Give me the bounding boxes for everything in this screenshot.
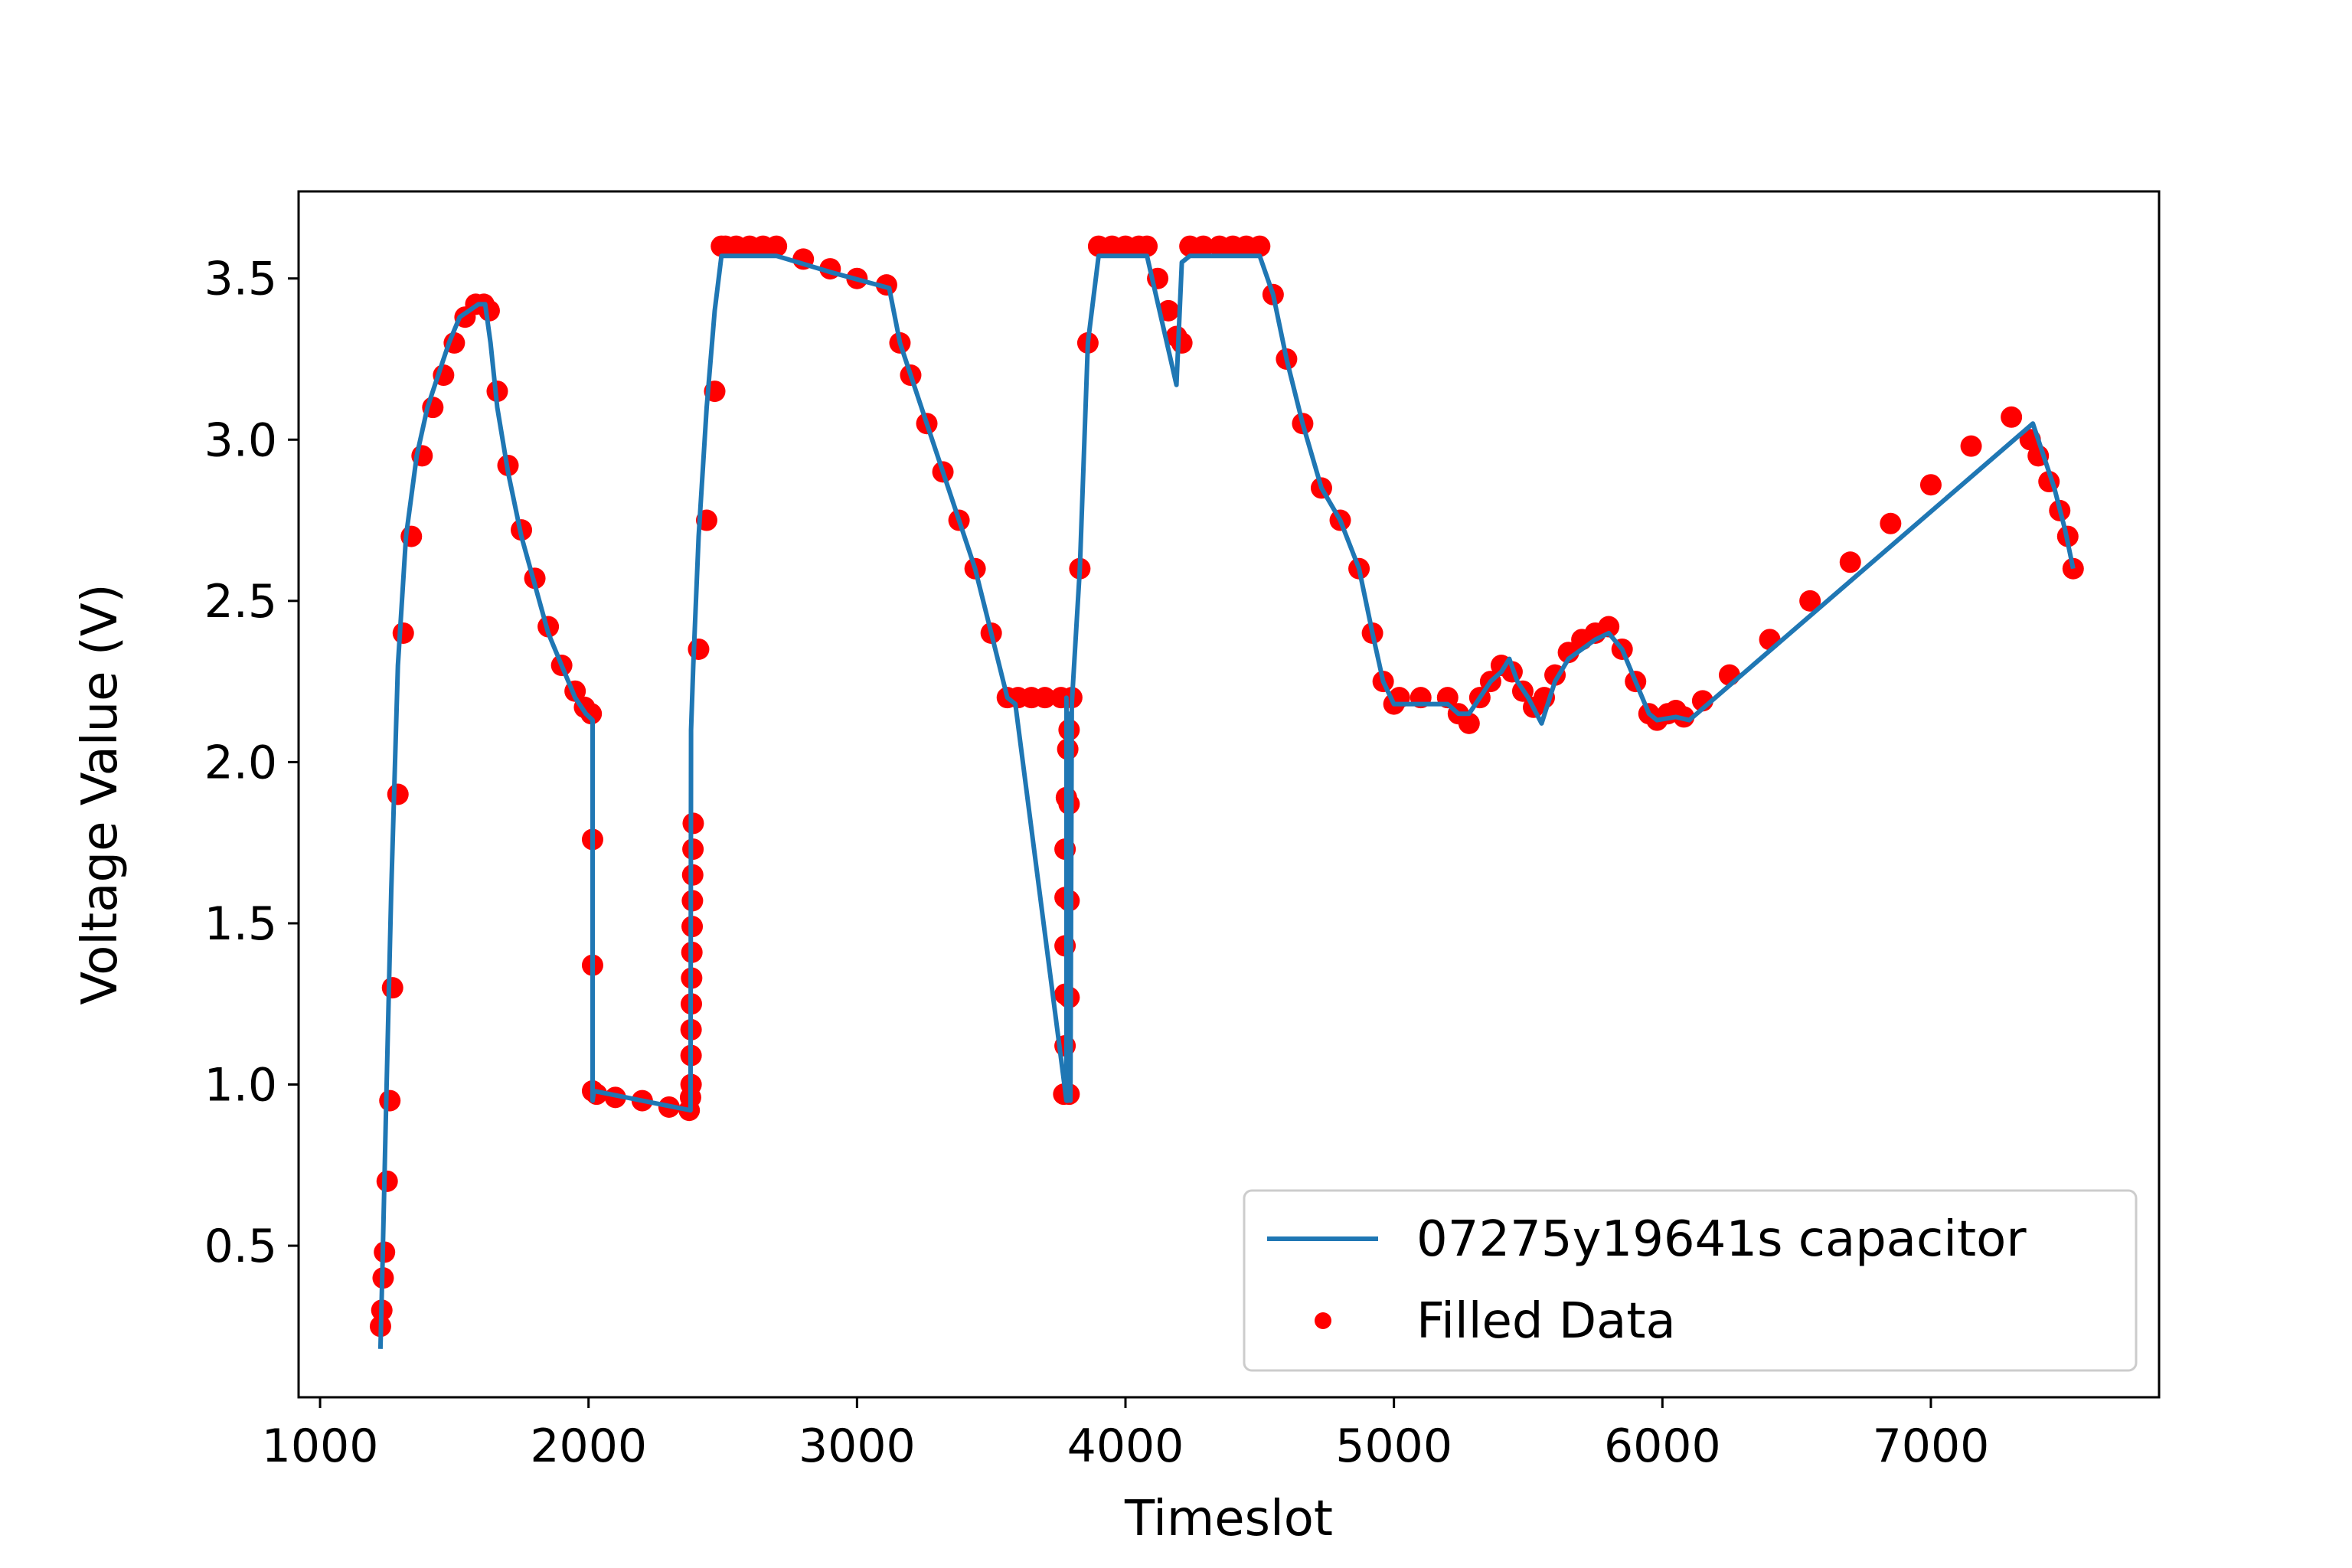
scatter-point (1919, 474, 1942, 496)
scatter-point (387, 783, 409, 805)
x-axis-title: Timeslot (1124, 1491, 1333, 1547)
y-axis-title: Voltage Value (V) (72, 583, 129, 1004)
legend-label-capacitor: 07275y19641s capacitor (1416, 1211, 2027, 1268)
x-tick-label: 7000 (1873, 1419, 1990, 1473)
y-tick-label: 3.5 (204, 253, 277, 306)
scatter-point (1458, 712, 1480, 734)
legend-dot-swatch (1315, 1312, 1331, 1329)
x-tick-label: 1000 (262, 1419, 379, 1473)
x-tick-label: 5000 (1335, 1419, 1452, 1473)
scatter-point (1960, 435, 1982, 457)
y-tick-label: 2.5 (204, 575, 277, 629)
scatter-point (2062, 557, 2084, 580)
y-tick-label: 1.5 (204, 897, 277, 951)
scatter-point (1249, 235, 1271, 257)
legend: 07275y19641s capacitor Filled Data (1243, 1189, 2138, 1372)
y-tick-label: 0.5 (204, 1220, 277, 1273)
x-tick-label: 2000 (530, 1419, 647, 1473)
y-axis: 0.5 1.0 1.5 2.0 2.5 3.0 3.5 (204, 253, 299, 1273)
y-tick-label: 3.0 (204, 413, 277, 467)
plot-area-frame (297, 190, 2161, 1399)
scatter-point (381, 977, 403, 999)
y-tick-label: 2.0 (204, 736, 277, 789)
scatter-point (1171, 332, 1193, 354)
x-tick-label: 3000 (799, 1419, 916, 1473)
scatter-point (688, 638, 710, 660)
scatter-point (682, 812, 704, 835)
scatter-point (766, 235, 788, 257)
scatter-point (580, 703, 603, 725)
scatter-point (376, 1170, 398, 1192)
x-tick-label: 6000 (1604, 1419, 1721, 1473)
scatter-point (1192, 235, 1214, 257)
scatter-point (1136, 235, 1158, 257)
scatter-point (1598, 616, 1620, 638)
y-tick-label: 1.0 (204, 1059, 277, 1112)
scatter-point (1880, 512, 1902, 534)
line-series-path (377, 253, 2076, 1349)
scatter-point (379, 1089, 401, 1112)
legend-box (1243, 1189, 2138, 1372)
x-tick-label: 4000 (1067, 1419, 1184, 1473)
line-series-capacitor (377, 253, 2076, 1349)
scatter-point (1034, 687, 1056, 709)
scatter-point (2001, 406, 2023, 428)
scatter-point (1799, 590, 1821, 612)
scatter-point (392, 622, 414, 644)
scatter-point (1839, 551, 1861, 573)
legend-label-filled-data: Filled Data (1416, 1293, 1676, 1350)
x-axis: 1000 2000 3000 4000 5000 6000 7000 (262, 1397, 1990, 1473)
